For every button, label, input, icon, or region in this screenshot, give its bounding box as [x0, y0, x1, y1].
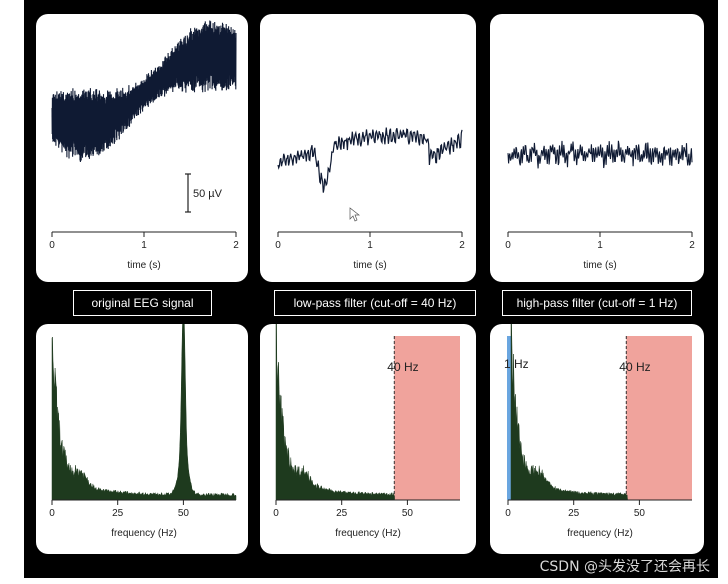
- highpass-signal-plot: 0 1 2 time (s): [505, 140, 695, 271]
- panel-original-spectrum: 0 25 50 frequency (Hz): [36, 324, 248, 554]
- x-tick-label: 0: [273, 508, 279, 519]
- watermark: CSDN @头发没了还会再长: [539, 559, 710, 575]
- x-axis-label: time (s): [353, 260, 386, 271]
- figure-canvas: 50 µV 0 1 2 time (s) 0 1 2 time (s) 0 1 2 time (s)…: [24, 0, 718, 578]
- x-tick-label: 1: [597, 240, 603, 251]
- x-tick-label: 0: [505, 240, 511, 251]
- x-axis-label: frequency (Hz): [335, 528, 401, 539]
- panel-highpass-spectrum: 1 Hz 40 Hz 0 25 50 frequency (Hz): [490, 324, 704, 554]
- lowpass-signal-plot: 0 1 2 time (s): [275, 127, 465, 271]
- high-cutoff-label: 40 Hz: [619, 360, 650, 374]
- x-tick-label: 25: [336, 508, 348, 519]
- x-tick-label: 25: [568, 508, 580, 519]
- x-axis-label: frequency (Hz): [111, 528, 177, 539]
- x-tick-label: 2: [459, 240, 465, 251]
- lowpass-eeg-trace: [277, 127, 463, 193]
- scale-bar-label: 50 µV: [193, 188, 223, 200]
- x-tick-label: 0: [49, 240, 55, 251]
- x-tick-label: 0: [505, 508, 511, 519]
- panel-highpass-signal: 0 1 2 time (s): [490, 14, 704, 282]
- x-tick-label: 2: [689, 240, 695, 251]
- x-tick-label: 50: [634, 508, 646, 519]
- original-eeg-trace: [51, 20, 237, 163]
- original-spectrum-area: [51, 324, 237, 501]
- label-lowpass: low-pass filter (cut-off = 40 Hz): [274, 290, 476, 316]
- highpass-lower-stopband: [507, 336, 511, 500]
- original-signal-plot: 50 µV 0 1 2 time (s): [49, 20, 239, 271]
- x-tick-label: 1: [141, 240, 147, 251]
- x-tick-label: 50: [402, 508, 414, 519]
- x-axis-label: frequency (Hz): [567, 528, 633, 539]
- panel-lowpass-signal: 0 1 2 time (s): [260, 14, 476, 282]
- x-tick-label: 25: [112, 508, 124, 519]
- x-tick-label: 0: [49, 508, 55, 519]
- x-tick-label: 50: [178, 508, 190, 519]
- x-tick-label: 2: [233, 240, 239, 251]
- highpass-upper-stopband: [626, 336, 692, 500]
- lowpass-stopband: [394, 336, 460, 500]
- label-original: original EEG signal: [73, 290, 212, 316]
- x-axis-label: time (s): [127, 260, 160, 271]
- x-axis-label: time (s): [583, 260, 616, 271]
- x-tick-label: 0: [275, 240, 281, 251]
- highpass-eeg-trace: [507, 140, 693, 169]
- panel-lowpass-spectrum: 40 Hz 0 25 50 frequency (Hz): [260, 324, 476, 554]
- cutoff-label: 40 Hz: [387, 360, 418, 374]
- low-cutoff-label: 1 Hz: [504, 357, 529, 371]
- panel-original-signal: 50 µV 0 1 2 time (s): [36, 14, 248, 282]
- label-highpass: high-pass filter (cut-off = 1 Hz): [502, 290, 692, 316]
- mouse-cursor-icon: [349, 207, 361, 222]
- x-tick-label: 1: [367, 240, 373, 251]
